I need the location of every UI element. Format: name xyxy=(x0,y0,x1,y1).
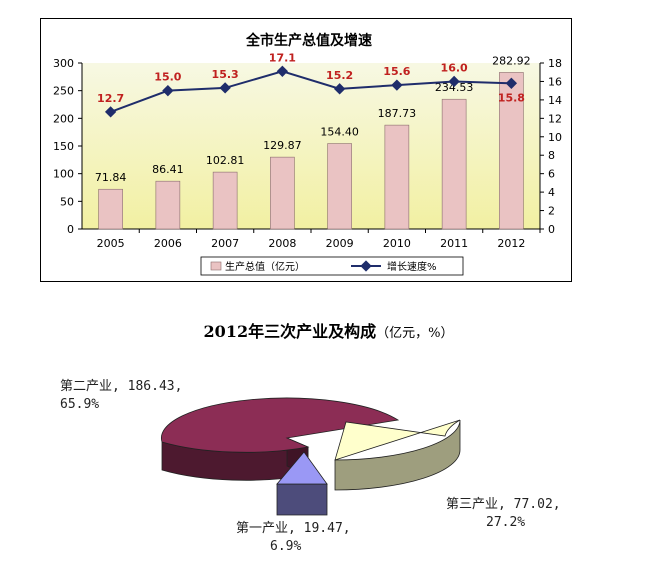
legend-bar-swatch xyxy=(210,261,222,271)
y-left-tick-label: 0 xyxy=(67,223,74,236)
bar-label-2006: 86.41 xyxy=(152,163,184,176)
y-right-tick-label: 2 xyxy=(548,205,555,218)
growth-label-2005: 12.7 xyxy=(97,92,124,105)
pie-slice-tertiary xyxy=(334,419,461,491)
y-right-tick-label: 14 xyxy=(548,94,562,107)
growth-label-2007: 15.3 xyxy=(212,68,239,81)
pie-title-main: 2012年三次产业及构成 xyxy=(203,322,377,341)
growth-label-2010: 15.6 xyxy=(383,65,410,78)
bar-2012 xyxy=(499,72,524,230)
bar-label-2010: 187.73 xyxy=(378,107,417,120)
pie-label-tertiary-pct: 27.2% xyxy=(486,515,526,530)
x-tick-label-2008: 2008 xyxy=(268,237,296,250)
bar-label-2009: 154.40 xyxy=(320,126,359,139)
growth-label-2011: 16.0 xyxy=(441,61,468,74)
pie-title-unit: （亿元，%） xyxy=(376,326,454,341)
y-right-tick-label: 12 xyxy=(548,112,562,125)
pie-label-primary-pct: 6.9% xyxy=(270,539,302,554)
bar-2008 xyxy=(270,156,295,230)
y-right-tick-label: 8 xyxy=(548,149,555,162)
x-tick-label-2007: 2007 xyxy=(211,237,239,250)
gdp-growth-chart-svg: 全市生产总值及增速 0 50 100 150 200 250 300 0 2 4 6 8 10 12 14 1… xyxy=(53,32,562,276)
legend-line-marker xyxy=(360,260,372,272)
legend-line-label: 增长速度% xyxy=(387,260,437,273)
growth-label-2009: 15.2 xyxy=(326,69,353,82)
y-right-tick-label: 16 xyxy=(548,75,562,88)
x-tick-label-2009: 2009 xyxy=(326,237,354,250)
pie-chart-title: 2012年三次产业及构成（亿元，%） xyxy=(0,318,657,342)
y-left-tick-label: 300 xyxy=(53,57,74,70)
y-left-tick-label: 250 xyxy=(53,85,74,98)
pie-label-tertiary: 第三产业, 77.02, 27.2% xyxy=(446,496,561,532)
y-right-tick-label: 4 xyxy=(548,186,555,199)
legend-bar-label: 生产总值（亿元） xyxy=(225,260,305,273)
bar-2011 xyxy=(441,98,467,230)
growth-rate-line xyxy=(110,70,512,113)
bar-label-2007: 102.81 xyxy=(206,154,245,167)
bar-2006 xyxy=(155,180,181,230)
x-tick-label-2012: 2012 xyxy=(497,237,525,250)
bar-2009 xyxy=(327,143,352,230)
x-tick-label-2010: 2010 xyxy=(383,237,411,250)
pie-label-primary: 第一产业, 19.47, 6.9% xyxy=(236,520,351,556)
x-tick-label-2006: 2006 xyxy=(154,237,182,250)
y-left-tick-label: 200 xyxy=(53,112,74,125)
bar-2010 xyxy=(384,124,410,230)
pie-label-secondary-pct: 65.9% xyxy=(60,397,100,412)
bar-2007 xyxy=(212,171,238,230)
pie-label-secondary: 第二产业, 186.43, 65.9% xyxy=(60,378,182,414)
pie-label-secondary-text: 第二产业, 186.43, xyxy=(60,379,183,394)
pie-label-tertiary-text: 第三产业, 77.02, xyxy=(446,497,561,512)
pie-label-primary-text: 第一产业, 19.47, xyxy=(236,521,351,536)
y-right-tick-label: 0 xyxy=(548,223,555,236)
y-right-tick-label: 10 xyxy=(548,131,562,144)
x-tick-label-2011: 2011 xyxy=(440,237,468,250)
gdp-growth-chart: 全市生产总值及增速 0 50 100 150 200 250 300 0 2 4 6 8 10 12 14 1… xyxy=(40,18,572,282)
y-left-tick-label: 150 xyxy=(53,140,74,153)
growth-label-2012: 15.8 xyxy=(498,91,525,104)
chart-title: 全市生产总值及增速 xyxy=(245,32,372,49)
bar-label-2012: 282.92 xyxy=(492,54,531,67)
y-right-tick-label: 6 xyxy=(548,168,555,181)
bar-label-2011: 234.53 xyxy=(435,81,474,94)
pie-slice-secondary xyxy=(161,397,400,481)
y-right-tick-label: 18 xyxy=(548,57,562,70)
growth-label-2008: 17.1 xyxy=(269,51,296,64)
growth-point-2008 xyxy=(276,65,289,77)
bar-label-2008: 129.87 xyxy=(263,139,302,152)
x-tick-label-2005: 2005 xyxy=(97,237,125,250)
growth-label-2006: 15.0 xyxy=(154,71,181,84)
y-left-tick-label: 100 xyxy=(53,168,74,181)
legend-box xyxy=(200,256,464,276)
pie-slice-primary xyxy=(276,451,328,516)
bar-2005 xyxy=(98,188,123,230)
bar-label-2005: 71.84 xyxy=(95,171,127,184)
y-left-tick-label: 50 xyxy=(60,195,74,208)
